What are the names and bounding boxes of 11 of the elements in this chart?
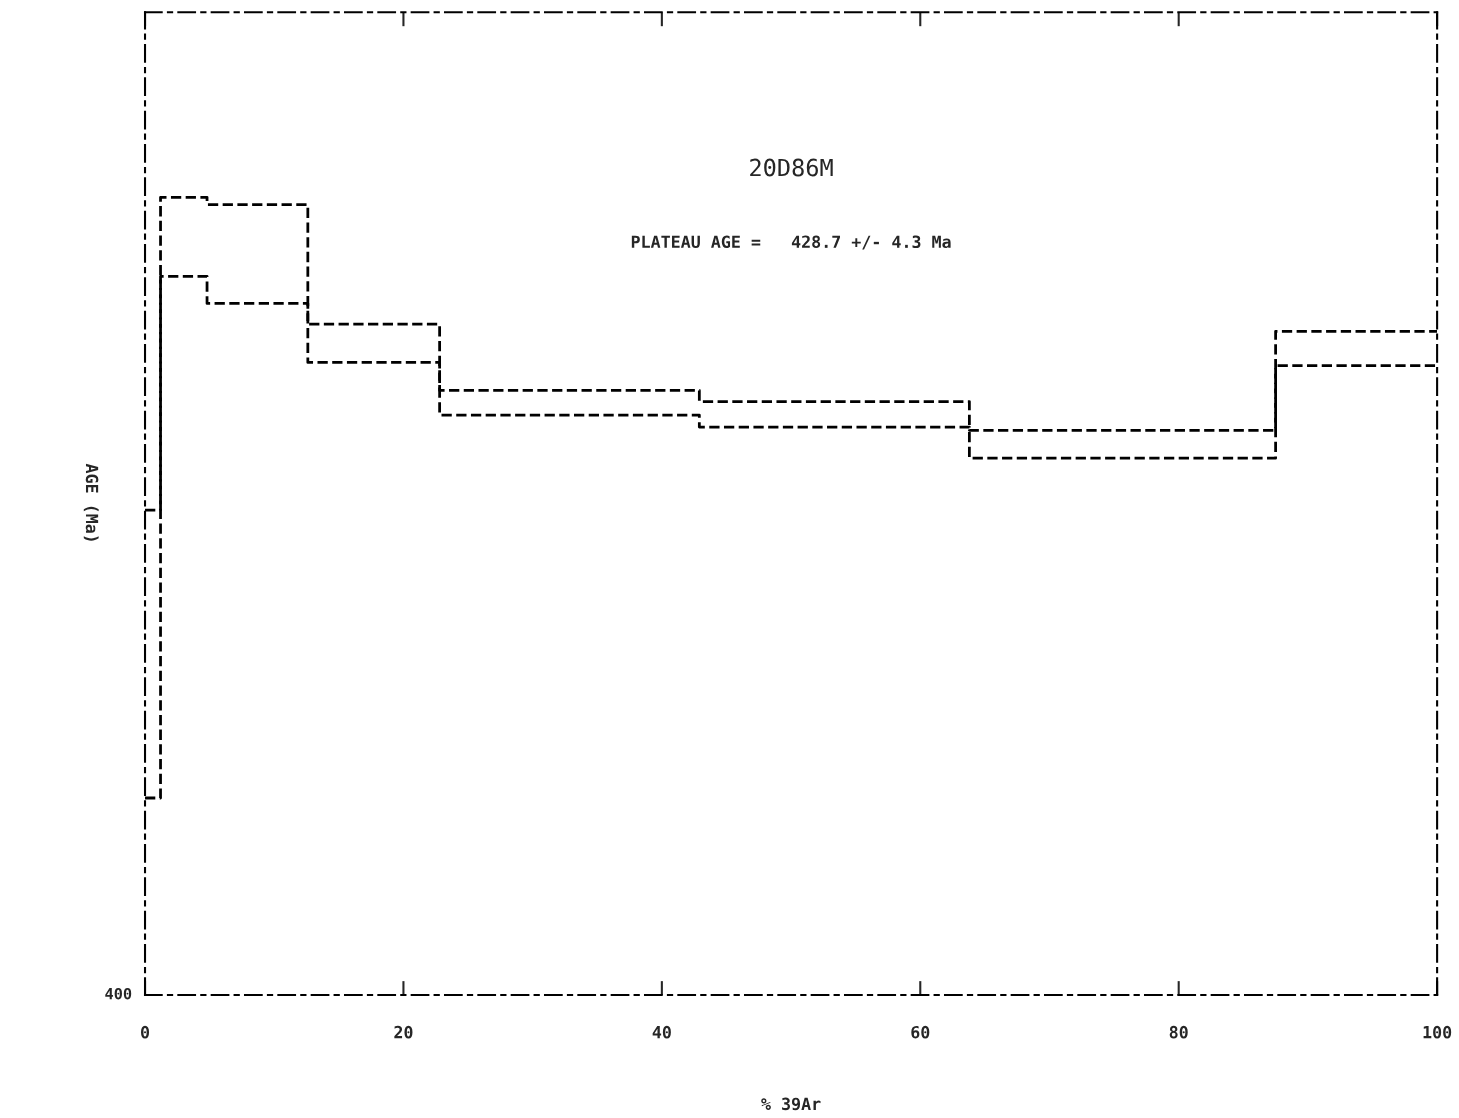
- x-tick-label: 80: [1169, 1025, 1188, 1039]
- x-tick-label: 60: [911, 1025, 930, 1039]
- text: 400: [105, 987, 132, 1000]
- x-tick-label: 20: [394, 1025, 413, 1039]
- x-tick-label: 100: [1423, 1025, 1452, 1039]
- chart-title: 20D86M: [750, 158, 833, 177]
- x-axis-title: % 39Ar: [761, 1097, 821, 1111]
- x-tick-label: 0: [141, 1025, 150, 1039]
- text: PLATEAU AGE = 428.7 +/- 4.3 Ma: [631, 235, 951, 250]
- x-tick-label: 40: [652, 1025, 671, 1039]
- y-axis-title: AGE (Ma): [83, 463, 99, 541]
